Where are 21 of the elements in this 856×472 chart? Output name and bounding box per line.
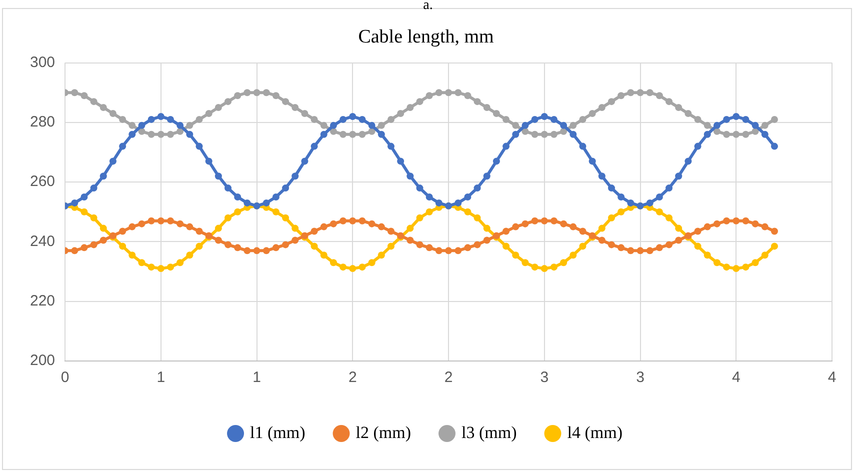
x-tick-label: 3 [540,369,549,386]
y-tick-label: 280 [30,114,56,131]
y-tick-label: 220 [30,292,56,310]
x-tick-label: 2 [348,369,357,386]
x-tick-label: 0 [60,369,70,386]
text: a. [422,0,434,14]
legend-label: l4 (mm) [567,422,622,442]
legend-label: l2 (mm) [356,422,412,442]
x-tick-label: 3 [636,369,644,386]
y-tick-label: 240 [30,232,56,250]
y-tick-label: 200 [30,352,56,370]
y-tick-label: 300 [30,54,56,71]
x-tick-label: 4 [828,369,836,386]
x-tick-label: 4 [732,369,740,386]
legend-label: l3 (mm) [462,422,517,442]
legend-label: l1 (mm) [250,422,306,442]
x-tick-label: 1 [252,369,261,386]
x-tick-label: 1 [156,369,166,386]
chart-title: Cable length, mm [358,26,494,48]
y-tick-label: 260 [30,173,56,190]
x-tick-label: 2 [444,369,453,386]
